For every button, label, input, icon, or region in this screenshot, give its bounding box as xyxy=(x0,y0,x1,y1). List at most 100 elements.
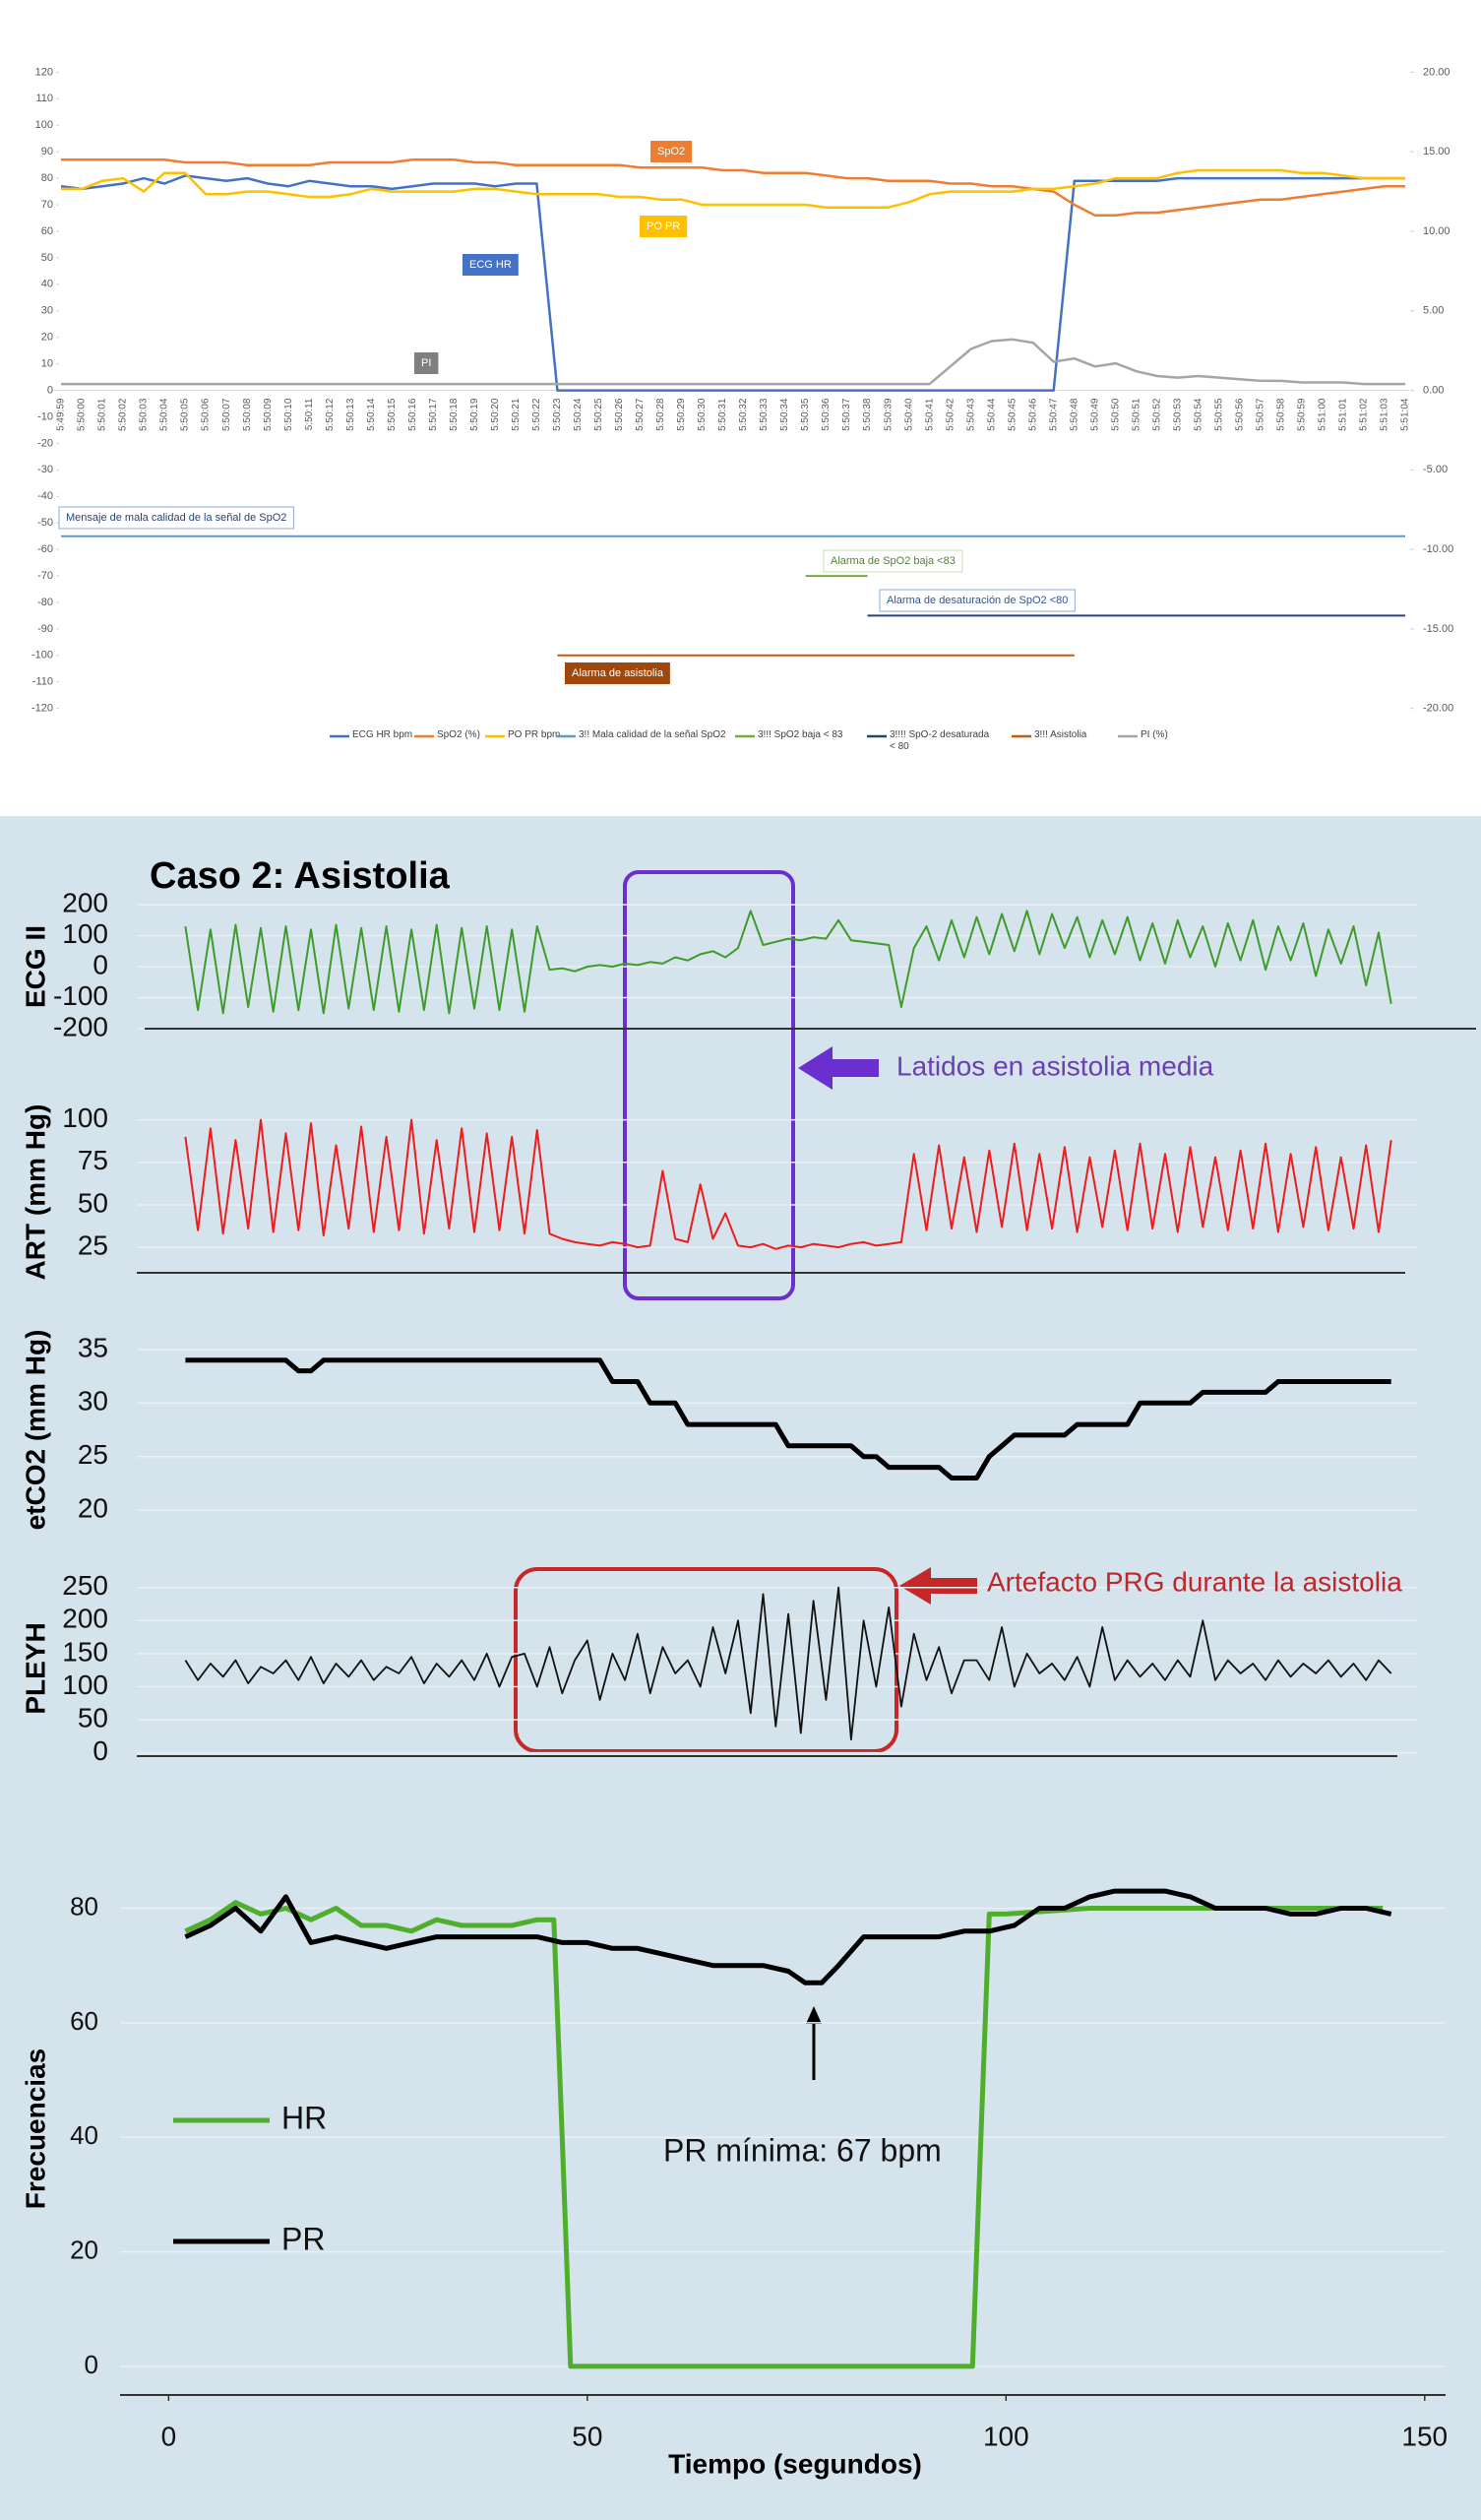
x-tick-label: 5:50:35 xyxy=(800,398,811,431)
x-tick-label: 5:50:07 xyxy=(221,398,232,431)
x-tick-label: 5:50:22 xyxy=(531,398,542,431)
y-tick-label: 0 xyxy=(85,2350,98,2379)
annotation-box xyxy=(58,506,294,530)
x-tick-label: 5:51:04 xyxy=(1400,398,1411,431)
y-tick-label: 10 xyxy=(41,358,53,370)
arrow-head xyxy=(806,2006,822,2024)
y-tick-label: -60 xyxy=(37,543,53,555)
x-tick-label: 5:50:40 xyxy=(903,398,914,431)
x-tick-label: 5:51:00 xyxy=(1318,398,1328,431)
annotation: Latidos en asistolia media xyxy=(896,1050,1214,1081)
y-axis-label: PLEYH xyxy=(20,1622,50,1714)
x-tick-label: 5:50:57 xyxy=(1256,398,1266,431)
annotation-box xyxy=(463,254,519,276)
y-tick-label: 25 xyxy=(78,1439,108,1470)
y-tick-label: 70 xyxy=(41,199,53,211)
y-tick-label: -20 xyxy=(37,437,53,449)
y-tick-label: 20 xyxy=(78,1493,108,1524)
legend-label: HR xyxy=(281,2100,327,2135)
legend-label: 3!!! Asistolia xyxy=(1034,729,1087,740)
x-tick-label: 5:50:08 xyxy=(242,398,253,431)
y-tick-label: 200 xyxy=(62,887,108,917)
annotation: Alarma de SpO2 baja <83 xyxy=(831,555,956,567)
annotation-box xyxy=(640,216,688,237)
x-tick-label: 5:50:59 xyxy=(1297,398,1308,431)
arrow xyxy=(899,1567,977,1605)
y-tick-label: 90 xyxy=(41,146,53,158)
x-tick-label: 5:50:33 xyxy=(759,398,770,431)
x-tick-label: 5:50:03 xyxy=(139,398,150,431)
x-tick-label: 5:50:16 xyxy=(407,398,418,431)
y-tick-label: 250 xyxy=(62,1570,108,1601)
y2-tick-label: -5.00 xyxy=(1423,464,1448,475)
x-tick-label: 5:50:48 xyxy=(1069,398,1080,431)
y-axis-label: etCO2 (mm Hg) xyxy=(20,1330,50,1531)
x-tick-label: 5:50:01 xyxy=(97,398,108,431)
x-tick-label: 50 xyxy=(572,2421,602,2451)
annotation: PR mínima: 67 bpm xyxy=(663,2132,942,2168)
x-tick-label: 5:50:12 xyxy=(325,398,336,431)
x-tick-label: 5:50:43 xyxy=(965,398,976,431)
x-tick-label: 5:50:52 xyxy=(1151,398,1162,431)
annotation: Artefacto PRG durante la asistolia xyxy=(987,1566,1402,1597)
x-tick-label: 5:50:46 xyxy=(1027,398,1038,431)
y2-tick-label: 20.00 xyxy=(1423,66,1450,78)
annotation: ECG HR xyxy=(469,259,512,271)
y-tick-label: 200 xyxy=(62,1604,108,1634)
panel-title: Caso 2: Asistolia xyxy=(150,855,451,897)
y2-tick-label: -15.00 xyxy=(1423,623,1453,635)
series-line xyxy=(185,1357,1391,1480)
annotation-box xyxy=(879,589,1076,612)
legend-label: PO PR bpm xyxy=(508,729,561,740)
x-tick-label: 5:50:49 xyxy=(1089,398,1100,431)
y-tick-label: -100 xyxy=(31,650,53,662)
legend-label: PR xyxy=(281,2221,325,2256)
x-tick-label: 5:50:02 xyxy=(118,398,129,431)
legend-label: PI (%) xyxy=(1141,729,1168,740)
y2-tick-label: -20.00 xyxy=(1423,703,1453,715)
y-tick-label: -10 xyxy=(37,410,53,422)
y-tick-label: -50 xyxy=(37,517,53,529)
x-tick-label: 5:50:13 xyxy=(345,398,356,431)
y-tick-label: 0 xyxy=(47,384,53,396)
y-tick-label: -200 xyxy=(53,1011,108,1041)
y-tick-label: 25 xyxy=(78,1229,108,1260)
x-tick-label: 5:50:09 xyxy=(263,398,274,431)
series-line xyxy=(61,338,1405,386)
annotation: Mensaje de mala calidad de la señal de S… xyxy=(66,512,286,524)
x-tick-label: 5:50:17 xyxy=(428,398,439,431)
x-tick-label: 5:50:32 xyxy=(738,398,749,431)
y-tick-label: -70 xyxy=(37,570,53,582)
y-tick-label: -80 xyxy=(37,597,53,608)
x-tick-label: 5:50:42 xyxy=(945,398,956,431)
y-tick-label: 110 xyxy=(35,93,53,104)
highlight-box xyxy=(514,1567,898,1753)
x-tick-label: 5:50:25 xyxy=(593,398,604,431)
y-tick-label: 50 xyxy=(41,252,53,264)
y-axis-label: Frecuencias xyxy=(20,2048,50,2209)
series-line xyxy=(184,910,1392,1015)
x-tick-label: 5:50:39 xyxy=(883,398,894,431)
x-tick-label: 5:50:05 xyxy=(180,398,191,431)
legend-label: ECG HR bpm xyxy=(352,729,413,740)
annotation: PI xyxy=(421,357,431,369)
y-tick-label: 20 xyxy=(41,332,53,344)
y-tick-label: -90 xyxy=(37,623,53,635)
y-tick-label: 0 xyxy=(93,1735,108,1766)
y-tick-label: 100 xyxy=(35,119,53,131)
x-tick-label: 5:50:50 xyxy=(1110,398,1121,431)
x-tick-label: 5:50:51 xyxy=(1131,398,1142,431)
annotation: Alarma de asistolia xyxy=(572,667,664,679)
y-tick-label: 80 xyxy=(41,172,53,184)
x-tick-label: 5:51:01 xyxy=(1338,398,1349,431)
annotation: PO PR xyxy=(647,220,680,232)
legend-entry: PI (%) xyxy=(1141,729,1168,740)
x-tick-label: 5:50:11 xyxy=(304,398,315,430)
x-tick-label: 5:50:38 xyxy=(862,398,873,431)
x-tick-label: 5:50:14 xyxy=(366,398,377,431)
y-tick-label: 20 xyxy=(70,2235,98,2264)
y-axis-label: ECG II xyxy=(20,925,50,1008)
y-tick-label: -120 xyxy=(31,703,53,715)
annotation-box xyxy=(414,352,439,374)
